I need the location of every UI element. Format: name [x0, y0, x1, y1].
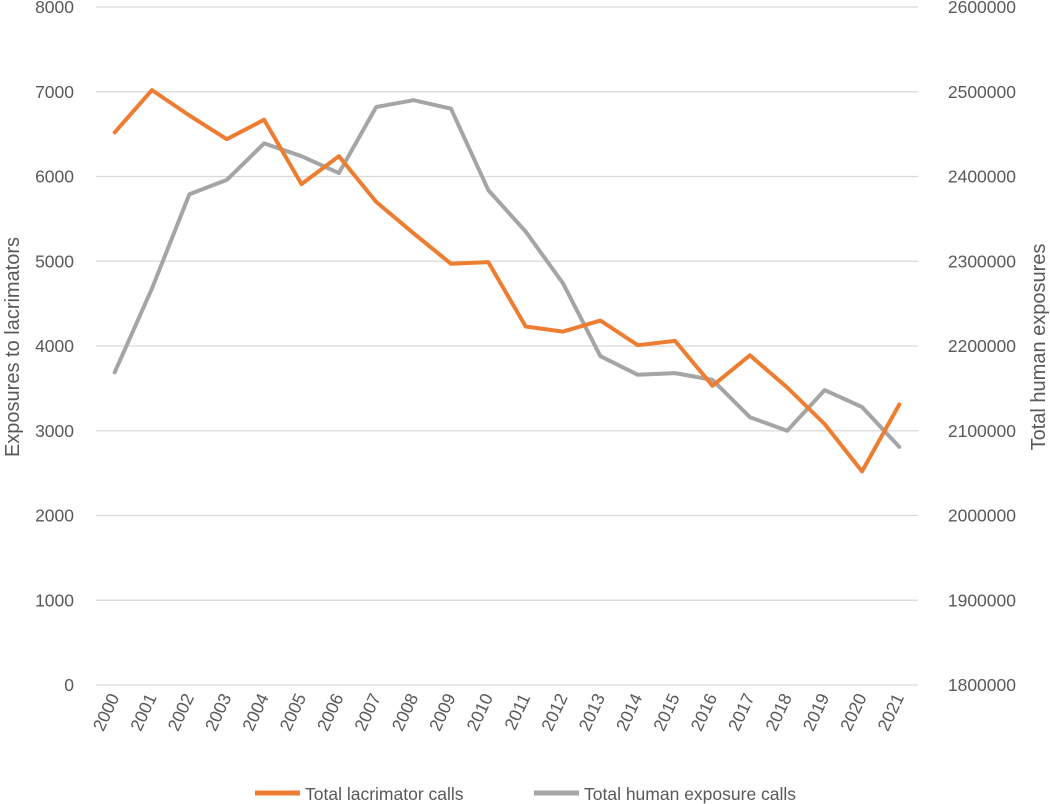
x-tick-label: 2015 — [649, 690, 684, 734]
gridlines — [96, 6, 918, 686]
right-axis-label: Total human exposures — [1028, 244, 1050, 451]
x-tick-label: 2014 — [612, 690, 647, 734]
x-tick-label: 2006 — [313, 690, 348, 734]
left-tick-label: 1000 — [35, 590, 74, 610]
left-tick-label: 5000 — [35, 251, 74, 271]
x-tick-label: 2011 — [500, 690, 534, 733]
right-tick-label: 1900000 — [948, 590, 1016, 610]
x-tick-label: 2016 — [687, 690, 722, 734]
right-tick-label: 2100000 — [948, 421, 1016, 441]
right-tick-label: 2300000 — [948, 251, 1016, 271]
right-tick-label: 2600000 — [948, 0, 1016, 17]
series-lines — [112, 88, 902, 474]
right-tick-label: 2000000 — [948, 506, 1016, 526]
x-axis-tick-labels: 2000 2001 2002 2003 2004 2005 2006 2007 2008 2009… — [89, 690, 908, 734]
right-tick-label: 2400000 — [948, 167, 1016, 187]
series-line-human-exposure — [112, 98, 902, 449]
series-line-lacrimator — [112, 88, 902, 474]
x-tick-label: 2007 — [350, 690, 385, 734]
x-tick-label: 2019 — [799, 690, 834, 734]
x-tick-label: 2017 — [724, 690, 759, 734]
legend-label-human-exposure: Total human exposure calls — [584, 784, 796, 804]
left-axis-label: Exposures to lacrimators — [2, 237, 24, 457]
x-tick-label: 2004 — [238, 690, 273, 734]
legend-label-lacrimator: Total lacrimator calls — [305, 784, 464, 804]
left-tick-label: 7000 — [35, 82, 74, 102]
x-tick-label: 2003 — [201, 690, 236, 734]
right-tick-label: 1800000 — [948, 675, 1016, 695]
x-tick-label: 2001 — [126, 690, 161, 734]
left-tick-label: 2000 — [35, 506, 74, 526]
left-tick-label: 0 — [64, 675, 74, 695]
left-tick-label: 4000 — [35, 336, 74, 356]
x-tick-label: 2005 — [276, 690, 311, 734]
right-tick-label: 2200000 — [948, 336, 1016, 356]
x-tick-label: 2012 — [537, 690, 572, 734]
x-tick-label: 2021 — [873, 690, 908, 734]
x-tick-label: 2018 — [761, 690, 796, 734]
left-tick-label: 6000 — [35, 167, 74, 187]
x-tick-label: 2010 — [462, 690, 497, 734]
x-tick-label: 2009 — [425, 690, 460, 734]
left-tick-label: 3000 — [35, 421, 74, 441]
left-axis-tick-labels: 0 1000 2000 3000 4000 5000 6000 7000 8000 — [35, 0, 74, 695]
legend: Total lacrimator calls Total human expos… — [255, 784, 796, 804]
x-tick-label: 2000 — [89, 690, 124, 734]
right-axis-tick-labels: 1800000 1900000 2000000 2100000 2200000 23000… — [948, 0, 1016, 695]
right-tick-label: 2500000 — [948, 82, 1016, 102]
x-tick-label: 2020 — [836, 690, 871, 734]
x-tick-label: 2008 — [388, 690, 423, 734]
x-tick-label: 2002 — [163, 690, 198, 734]
left-tick-label: 8000 — [35, 0, 74, 17]
x-tick-label: 2013 — [574, 690, 609, 734]
